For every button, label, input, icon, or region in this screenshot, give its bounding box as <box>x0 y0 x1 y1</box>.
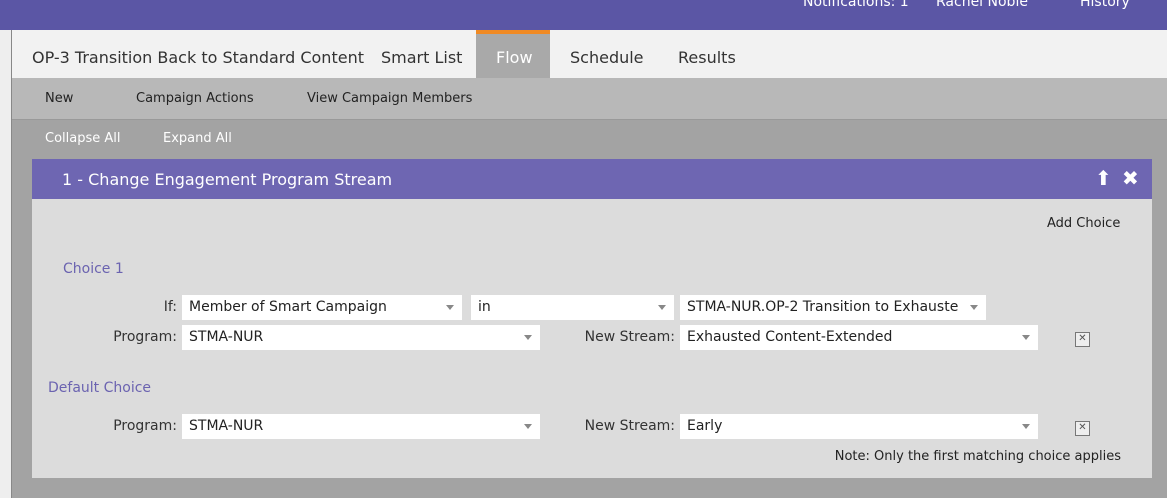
expand-all[interactable]: Expand All <box>163 131 232 146</box>
tab[interactable]: Schedule <box>570 48 644 67</box>
dropdown[interactable]: STMA-NUR <box>182 325 540 350</box>
tab[interactable]: Results <box>678 48 736 67</box>
default-label: Default Choice <box>48 380 152 396</box>
close[interactable]: ✖ <box>1122 166 1139 190</box>
label: Program: <box>113 329 177 345</box>
notifications[interactable]: Notifications: 1 <box>803 0 909 10</box>
tab-bar <box>12 30 1167 78</box>
label: New Stream: <box>584 329 675 345</box>
dropdown[interactable]: Early <box>680 414 1038 439</box>
history[interactable]: History <box>1080 0 1130 10</box>
user-menu[interactable]: Rachel Noble <box>936 0 1028 10</box>
tab[interactable]: Smart List <box>381 48 463 67</box>
label: Program: <box>113 418 177 434</box>
tab[interactable]: OP-3 Transition Back to Standard Content <box>32 48 364 67</box>
step-header <box>32 159 1152 199</box>
delete-choice[interactable]: ✕ <box>1075 332 1090 347</box>
dropdown[interactable]: in <box>471 295 674 320</box>
new-button[interactable]: New <box>45 91 74 106</box>
dropdown[interactable]: Member of Smart Campaign <box>182 295 462 320</box>
top-bar: Notifications: 1 Rachel Noble History <box>0 0 1167 30</box>
choice-label[interactable]: Choice 1 <box>63 261 124 277</box>
campaign-actions[interactable]: Campaign Actions <box>136 91 254 106</box>
note: Note: Only the first matching choice app… <box>834 449 1121 464</box>
active-tab-bg <box>476 30 550 78</box>
dropdown[interactable]: Exhausted Content-Extended <box>680 325 1038 350</box>
toolbar: New Campaign Actions View Campaign Membe… <box>12 78 1167 120</box>
label: If: <box>163 299 177 315</box>
side-strip <box>0 30 12 498</box>
dropdown[interactable]: STMA-NUR.OP-2 Transition to Exhauste <box>680 295 986 320</box>
dropdown[interactable]: STMA-NUR <box>182 414 540 439</box>
collapse-all[interactable]: Collapse All <box>45 131 121 146</box>
label: New Stream: <box>584 418 675 434</box>
move-up[interactable]: ⬆ <box>1095 166 1112 190</box>
step-title: 1 - Change Engagement Program Stream <box>62 170 393 189</box>
add-choice[interactable]: Add Choice <box>1047 216 1121 231</box>
tab[interactable]: Flow <box>496 48 533 67</box>
delete-choice[interactable]: ✕ <box>1075 421 1090 436</box>
view-members[interactable]: View Campaign Members <box>307 91 473 106</box>
